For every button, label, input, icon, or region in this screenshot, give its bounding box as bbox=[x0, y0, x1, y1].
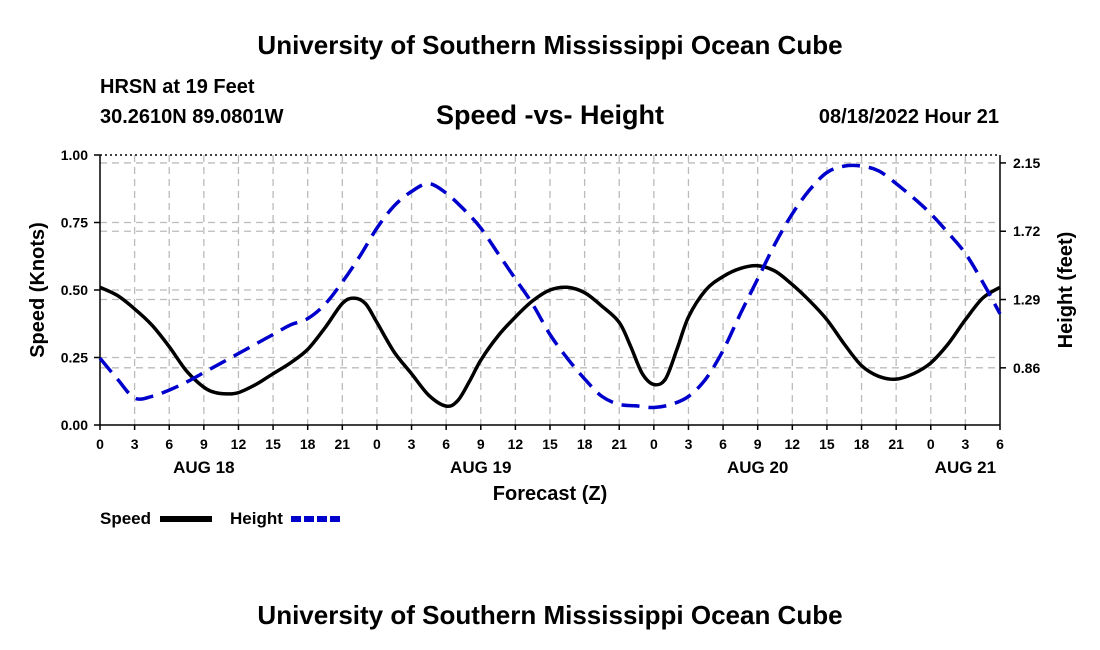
chart-subtitle: Speed -vs- Height bbox=[435, 100, 665, 130]
legend-speed-label: Speed bbox=[100, 509, 152, 528]
y2-tick-label: 2.15 bbox=[1013, 155, 1040, 171]
x-day-label: AUG 20 bbox=[727, 458, 788, 477]
speed-series-line bbox=[99, 263, 1001, 409]
x-tick-label: 3 bbox=[131, 436, 139, 452]
x-tick-label: 15 bbox=[819, 436, 835, 452]
x-tick-label: 0 bbox=[650, 436, 658, 452]
page-title: University of Southern Mississippi Ocean… bbox=[257, 30, 843, 60]
station-coordinates: 30.2610N 89.0801W bbox=[100, 106, 284, 128]
x-tick-label: 9 bbox=[200, 436, 208, 452]
x-tick-label: 15 bbox=[265, 436, 281, 452]
x-day-label: AUG 18 bbox=[173, 458, 234, 477]
x-day-label: AUG 19 bbox=[450, 458, 511, 477]
y-tick-label: 0.25 bbox=[61, 350, 88, 366]
x-tick-label: 6 bbox=[442, 436, 450, 452]
x-tick-label: 12 bbox=[231, 436, 247, 452]
x-tick-label: 15 bbox=[542, 436, 558, 452]
station-label: HRSN at 19 Feet bbox=[100, 76, 255, 98]
legend-speed-swatch bbox=[160, 516, 212, 522]
y-tick-label: 0.50 bbox=[61, 282, 88, 298]
y-tick-label: 0.00 bbox=[61, 417, 88, 433]
x-tick-label: 9 bbox=[477, 436, 485, 452]
y-tick-label: 0.75 bbox=[61, 215, 88, 231]
footer-title: University of Southern Mississippi Ocean… bbox=[257, 600, 843, 630]
y2-axis-title: Height (feet) bbox=[1055, 232, 1077, 349]
y2-tick-label: 1.29 bbox=[1013, 292, 1040, 308]
x-tick-label: 12 bbox=[785, 436, 801, 452]
x-tick-label: 3 bbox=[961, 436, 969, 452]
x-tick-label: 12 bbox=[508, 436, 524, 452]
x-day-label: AUG 21 bbox=[935, 458, 996, 477]
y-axis-title: Speed (Knots) bbox=[27, 222, 49, 358]
x-tick-label: 6 bbox=[165, 436, 173, 452]
x-tick-label: 6 bbox=[996, 436, 1004, 452]
x-tick-label: 18 bbox=[577, 436, 593, 452]
y-tick-label: 1.00 bbox=[61, 147, 88, 163]
y2-tick-label: 1.72 bbox=[1013, 223, 1040, 239]
x-tick-label: 0 bbox=[373, 436, 381, 452]
x-tick-label: 0 bbox=[96, 436, 104, 452]
height-series-line bbox=[98, 163, 1002, 410]
x-tick-label: 0 bbox=[927, 436, 935, 452]
x-tick-label: 18 bbox=[854, 436, 870, 452]
legend-height-swatch bbox=[291, 516, 343, 522]
x-tick-label: 3 bbox=[685, 436, 693, 452]
forecast-timestamp: 08/18/2022 Hour 21 bbox=[818, 106, 999, 128]
x-tick-label: 3 bbox=[408, 436, 416, 452]
x-tick-label: 9 bbox=[754, 436, 762, 452]
legend-height-label: Height bbox=[230, 509, 283, 528]
x-tick-label: 21 bbox=[335, 436, 351, 452]
x-axis-title: Forecast (Z) bbox=[493, 483, 607, 505]
x-tick-label: 6 bbox=[719, 436, 727, 452]
x-tick-label: 18 bbox=[300, 436, 316, 452]
y2-tick-label: 0.86 bbox=[1013, 360, 1040, 376]
x-tick-label: 21 bbox=[611, 436, 627, 452]
x-tick-label: 21 bbox=[888, 436, 904, 452]
